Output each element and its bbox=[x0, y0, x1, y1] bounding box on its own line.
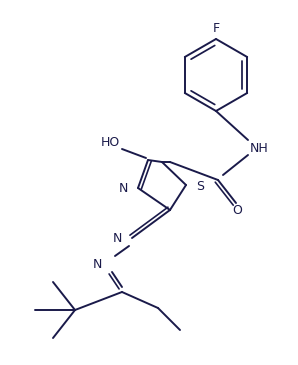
Text: HO: HO bbox=[101, 137, 120, 150]
Text: N: N bbox=[93, 257, 102, 270]
Text: O: O bbox=[232, 204, 242, 216]
Text: NH: NH bbox=[250, 142, 269, 154]
Text: S: S bbox=[196, 181, 204, 193]
Text: N: N bbox=[113, 231, 122, 245]
Text: N: N bbox=[119, 181, 128, 195]
Text: F: F bbox=[212, 23, 220, 35]
